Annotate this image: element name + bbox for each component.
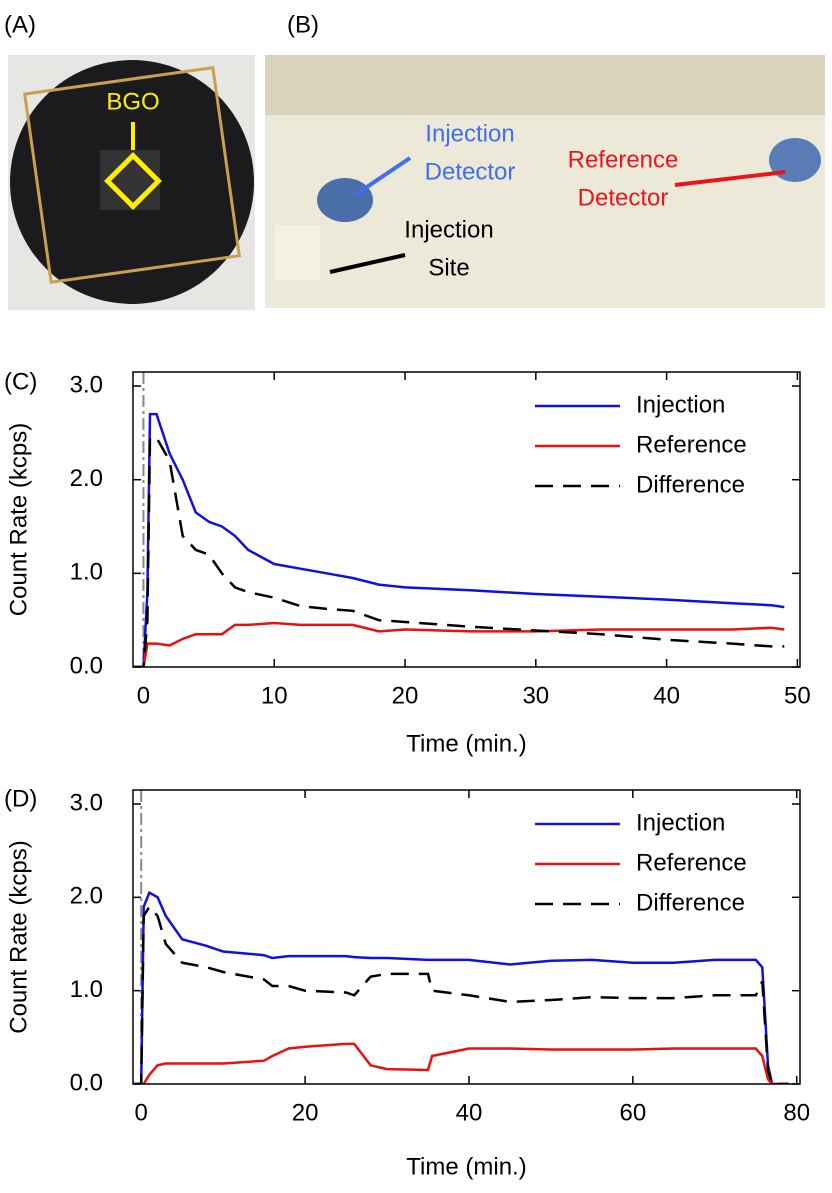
- y-tick-label: 3.0: [70, 789, 103, 816]
- x-tick-label: 40: [456, 1099, 483, 1126]
- x-axis-title: Time (min.): [406, 730, 526, 757]
- y-tick-label: 3.0: [70, 371, 103, 398]
- board-trace: [23, 65, 242, 284]
- injection-detector: [317, 178, 373, 222]
- y-tick-label: 2.0: [70, 465, 103, 492]
- x-tick-label: 40: [653, 682, 680, 709]
- annotation: Injection: [425, 120, 514, 147]
- y-tick-label: 0.0: [70, 1069, 103, 1096]
- x-tick-label: 50: [784, 682, 811, 709]
- legend-label: Difference: [636, 889, 745, 916]
- annotation: Detector: [425, 158, 516, 185]
- x-tick-label: 60: [619, 1099, 646, 1126]
- x-tick-label: 20: [292, 1099, 319, 1126]
- bgo-marker: [104, 152, 162, 210]
- y-axis-title: Count Rate (kcps): [5, 423, 32, 616]
- x-axis-title: Time (min.): [406, 1153, 526, 1180]
- series-line: [133, 1042, 789, 1084]
- injection-site: [275, 225, 320, 280]
- series-line: [133, 904, 789, 1084]
- arrow: [353, 156, 412, 197]
- y-tick-label: 1.0: [70, 976, 103, 1003]
- series-line: [133, 436, 785, 667]
- panel-label: (D): [4, 785, 37, 812]
- legend-label: Reference: [636, 849, 747, 876]
- legend-label: Injection: [636, 391, 725, 418]
- x-tick-label: 30: [522, 682, 549, 709]
- series-line: [133, 412, 785, 667]
- x-tick-label: 20: [392, 682, 419, 709]
- annotation: Detector: [578, 184, 669, 211]
- series-line: [133, 890, 789, 1084]
- reference-detector: [769, 138, 821, 182]
- y-tick-label: 1.0: [70, 559, 103, 586]
- annotation: Reference: [568, 146, 679, 173]
- annotation: Site: [428, 254, 469, 281]
- annotation: Injection: [404, 216, 493, 243]
- panel-label: (A): [4, 11, 36, 38]
- plot-frame: [132, 789, 801, 1085]
- legend-label: Injection: [636, 809, 725, 836]
- x-tick-label: 80: [783, 1099, 810, 1126]
- arrow: [329, 253, 406, 274]
- x-tick-label: 0: [137, 682, 150, 709]
- series-line: [133, 621, 785, 667]
- plot-frame: [132, 371, 801, 668]
- arrow: [674, 170, 786, 187]
- x-tick-label: 10: [261, 682, 288, 709]
- photo-b-top: [265, 55, 825, 115]
- annotation: BGO: [106, 88, 159, 115]
- panel-label: (B): [287, 11, 319, 38]
- x-tick-label: 0: [135, 1099, 148, 1126]
- y-axis-title: Count Rate (kcps): [5, 840, 32, 1033]
- panel-label: (C): [4, 368, 37, 395]
- legend-label: Reference: [636, 431, 747, 458]
- y-tick-label: 0.0: [70, 652, 103, 679]
- y-tick-label: 2.0: [70, 883, 103, 910]
- legend-label: Difference: [636, 471, 745, 498]
